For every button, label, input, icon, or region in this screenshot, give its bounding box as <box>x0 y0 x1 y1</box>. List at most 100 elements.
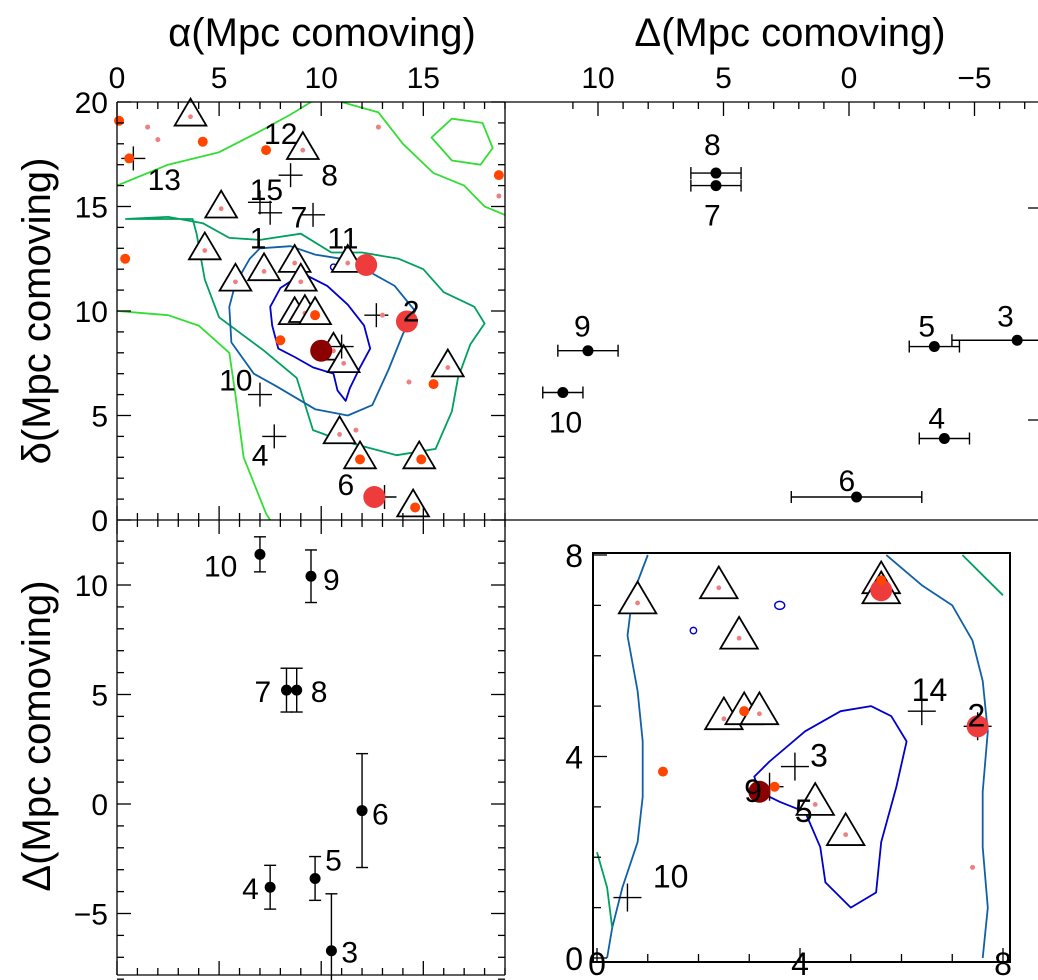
top-right-label: 6 <box>839 465 856 498</box>
top-left-triangle-dot <box>292 260 298 266</box>
top-left-x-axis-title: α(Mpc comoving) <box>168 11 476 55</box>
top-right-label: 10 <box>549 407 582 440</box>
contour-core-blue <box>269 272 372 402</box>
inset-label: 2 <box>967 697 985 733</box>
bottom-left-point <box>291 684 303 696</box>
inset-contour-blip <box>689 626 698 635</box>
top-right-x-tick-label: 0 <box>841 62 858 95</box>
bottom-left-point <box>305 570 317 582</box>
bottom-left-label: 8 <box>311 676 328 709</box>
top-left-point-orange <box>416 454 427 465</box>
top-right-point <box>557 387 569 399</box>
inset-point-red <box>870 579 893 602</box>
contour-layer <box>116 101 1004 959</box>
top-left-triangle <box>322 414 358 445</box>
inset-contour-core <box>753 705 908 909</box>
top-left-label: 11 <box>327 222 358 255</box>
top-left-point-orange <box>261 145 272 156</box>
inset-y-tick-label: 4 <box>565 740 583 776</box>
contour-outer-top <box>116 101 312 187</box>
top-right-point <box>710 167 722 179</box>
inset-triangle-dot <box>635 600 640 606</box>
top-left-triangle-dot <box>331 348 336 354</box>
top-right-point <box>928 341 940 353</box>
bottom-left-y-tick-label: 5 <box>91 680 108 713</box>
top-left-label: 10 <box>219 364 252 397</box>
contour-inner-teal <box>228 245 416 417</box>
top-left-triangle-dot <box>218 206 224 212</box>
top-right-x-tick-label: 10 <box>581 62 614 95</box>
top-right-x-axis-title: Δ(Mpc comoving) <box>634 11 945 55</box>
top-right-point <box>710 180 722 192</box>
top-left-point-orange <box>410 502 421 513</box>
top-left-point-pink <box>155 137 161 143</box>
top-left-triangle-dot <box>188 114 193 120</box>
inset-label: 9 <box>744 773 762 809</box>
top-left-label: 6 <box>338 469 355 502</box>
inset-contour-right <box>885 554 989 959</box>
inset-triangle-dot <box>736 635 742 641</box>
top-left-triangle <box>285 130 321 160</box>
inset-triangle-dot <box>812 802 818 807</box>
top-left-y-axis-title: δ(Mpc comoving) <box>15 158 59 465</box>
top-left-triangle <box>277 243 313 273</box>
inset-label: 5 <box>795 793 813 829</box>
top-right-label: 7 <box>704 200 721 233</box>
top-left-y-tick-label: 0 <box>91 505 108 538</box>
inset-label: 14 <box>912 672 948 708</box>
top-left-contours <box>116 101 506 521</box>
top-left-marks <box>114 96 504 518</box>
inset-triangle <box>825 811 866 846</box>
inset-triangle <box>617 579 658 615</box>
top-left-triangle-dot <box>300 147 306 153</box>
top-left-point-pink <box>379 312 385 318</box>
inset-point-pink <box>970 864 976 870</box>
top-left-triangle <box>283 262 319 292</box>
inset-x-tick-label: 4 <box>791 946 809 980</box>
inset-triangle-dot <box>757 711 762 717</box>
top-left-point-orange <box>310 310 321 321</box>
top-left-y-tick-label: 20 <box>75 87 108 120</box>
inset-point-red <box>966 715 989 738</box>
bottom-left-y-axis-title: Δ(Mpc comoving) <box>15 580 59 891</box>
frames-layer <box>116 101 1038 980</box>
inset-triangle <box>794 781 836 816</box>
top-left-label: 13 <box>148 164 181 197</box>
top-left-point-red <box>355 254 378 277</box>
inset-contour-left <box>606 554 649 959</box>
top-left-triangle-dot <box>445 365 451 370</box>
top-right-point <box>938 432 950 444</box>
bottom-left-label: 7 <box>254 676 271 709</box>
bottom-left-label: 10 <box>204 550 237 583</box>
inset-triangle <box>739 690 780 726</box>
top-left-triangle-dot <box>345 260 351 266</box>
top-left-y-tick-label: 5 <box>91 401 108 434</box>
bottom-left-point <box>254 548 266 560</box>
bottom-left-label: 4 <box>242 873 259 906</box>
top-left-point-orange <box>120 253 131 264</box>
inset-contour-blip <box>774 600 786 611</box>
top-left-point-pink <box>353 427 359 433</box>
inset-frame <box>592 552 1011 963</box>
top-left-triangle <box>430 347 466 378</box>
top-left-x-tick-label: 0 <box>109 62 126 95</box>
bottom-left-y-tick-label: 0 <box>91 789 108 822</box>
bottom-left-marks <box>253 536 369 980</box>
top-right-label: 4 <box>928 402 945 435</box>
top-left-point-orange <box>355 454 366 465</box>
inset-point-orange <box>657 766 668 777</box>
top-right-point <box>851 491 863 503</box>
top-right-label: 8 <box>704 129 721 162</box>
top-left-triangle <box>187 230 223 261</box>
top-left-label: 1 <box>250 222 267 255</box>
bottom-left-point <box>356 805 368 817</box>
top-right-x-tick-label: 5 <box>715 62 732 95</box>
bottom-left-label: 6 <box>372 799 389 832</box>
inset-y-tick-label: 8 <box>565 538 583 574</box>
top-left-point-pink <box>496 193 502 199</box>
inset-x-tick-label: 0 <box>588 946 606 980</box>
contour-outer-right <box>341 101 506 216</box>
top-left-triangle <box>246 251 282 282</box>
top-left-triangle <box>326 343 362 374</box>
